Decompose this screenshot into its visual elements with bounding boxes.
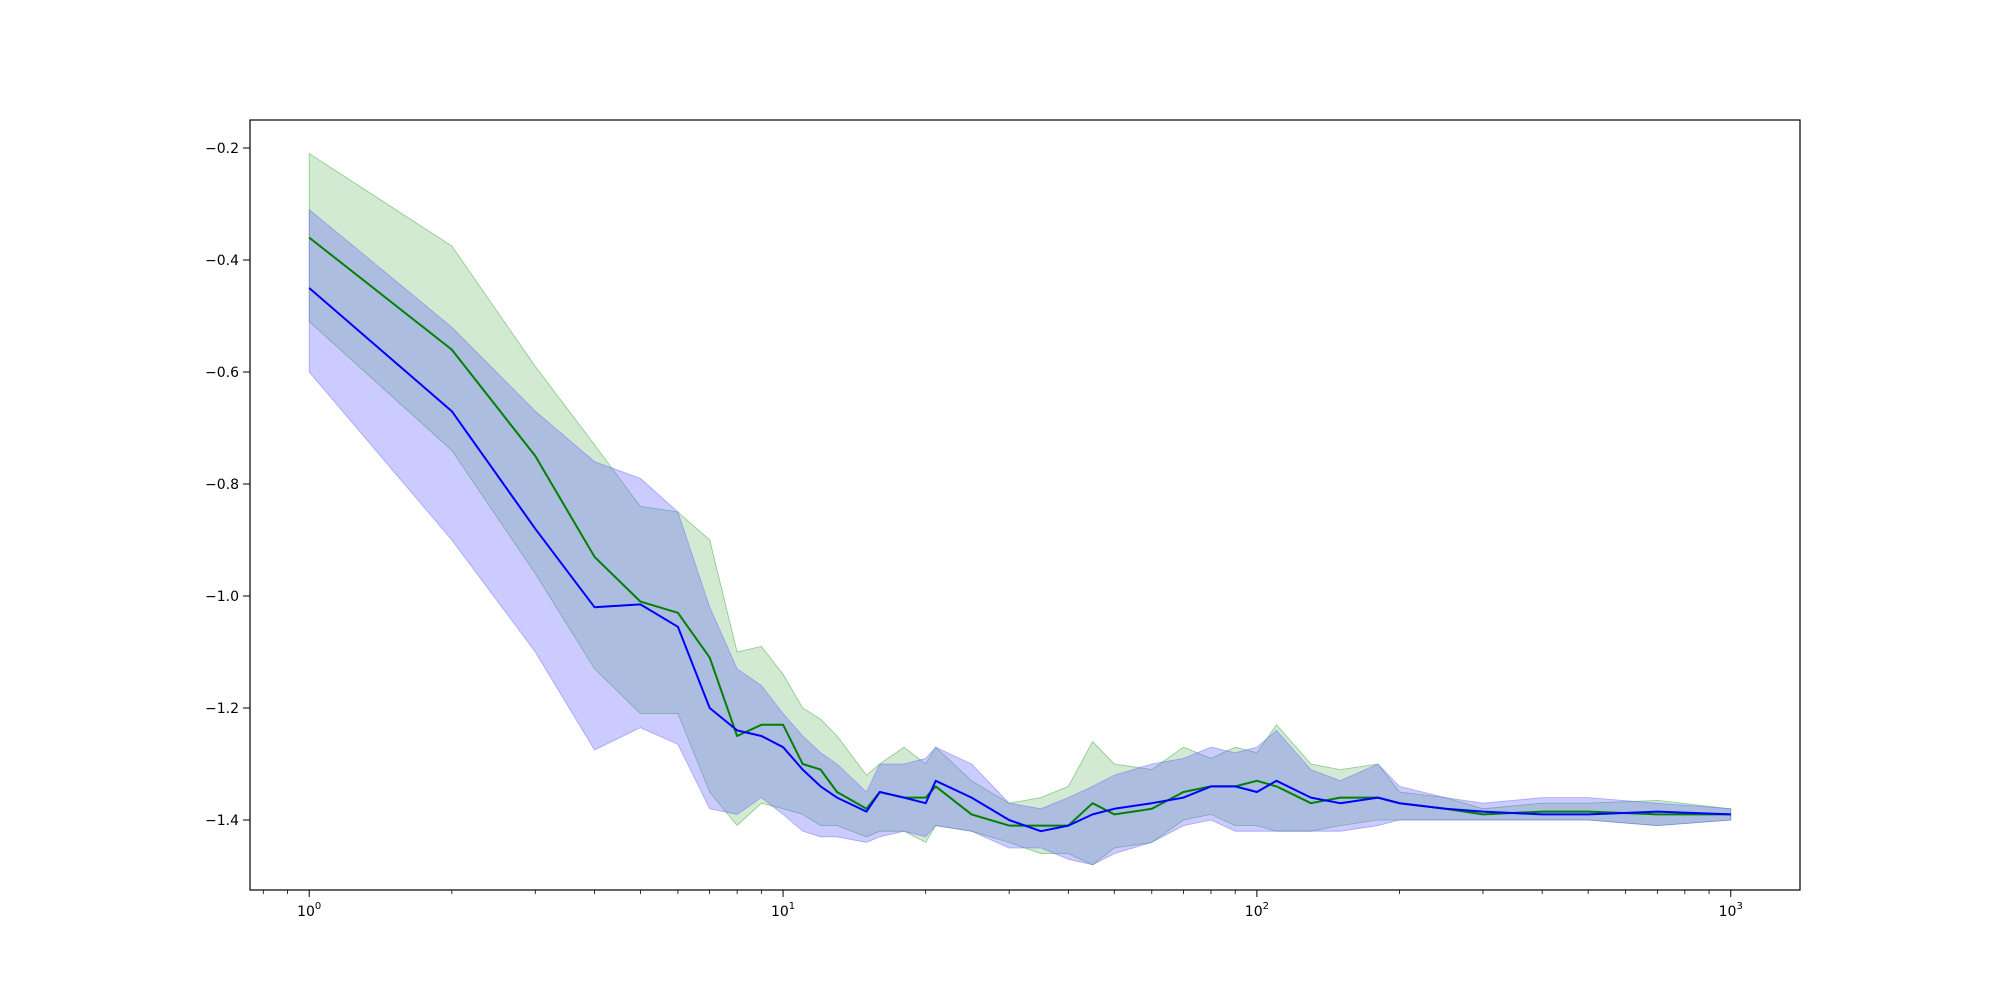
x-tick-label-4: 103 (1719, 901, 1743, 920)
y-tick-label-5: −1.0 (205, 589, 239, 605)
series-lines (308, 236, 1731, 833)
confidence-bands (308, 152, 1732, 866)
plot-frame (249, 119, 1801, 891)
y-tick-label-2: −0.4 (205, 253, 239, 269)
x-tick-label-3: 102 (1245, 901, 1269, 920)
series-2-line (308, 287, 1731, 833)
y-tick-label-1: −0.2 (205, 141, 239, 157)
x-axis: 100 101 102 103 (262, 890, 1743, 920)
y-tick-label-4: −0.8 (205, 477, 239, 493)
series-2-band (308, 208, 1732, 866)
y-tick-label-3: −0.6 (205, 365, 239, 381)
y-tick-label-7: −1.4 (205, 813, 239, 829)
y-tick-label-6: −1.2 (205, 701, 239, 717)
plot-background (250, 120, 1800, 890)
x-tick-label-1: 100 (297, 901, 321, 920)
x-tick-label-2: 101 (771, 901, 795, 920)
y-axis: −0.2 −0.4 −0.6 −0.8 −1.0 −1.2 −1.4 (205, 141, 250, 829)
